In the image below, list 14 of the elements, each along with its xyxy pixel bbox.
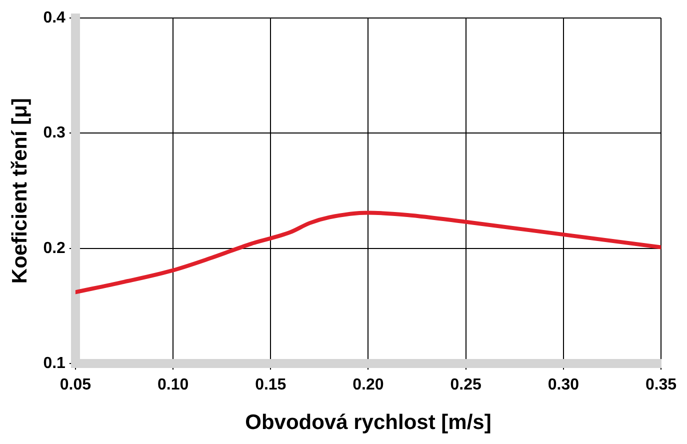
x-tick-label: 0.25 (450, 376, 482, 394)
x-tick-label: 0.35 (645, 376, 677, 394)
x-tick-label: 0.30 (548, 376, 580, 394)
y-tick-label: 0.4 (43, 9, 66, 26)
x-tick-label: 0.05 (60, 376, 92, 394)
y-axis-title: Koeficient tření [μ] (8, 98, 32, 284)
x-tick-label: 0.20 (352, 376, 384, 394)
x-tick-label: 0.15 (255, 376, 286, 394)
line-series (75, 210, 661, 294)
y-tick-label: 0.1 (43, 355, 66, 372)
y-tick-label: 0.3 (43, 124, 66, 142)
y-tick-label: 0.2 (43, 240, 66, 257)
x-axis-title: Obvodová rychlost [m/s] (245, 411, 492, 434)
x-tick-label: 0.10 (157, 376, 189, 394)
